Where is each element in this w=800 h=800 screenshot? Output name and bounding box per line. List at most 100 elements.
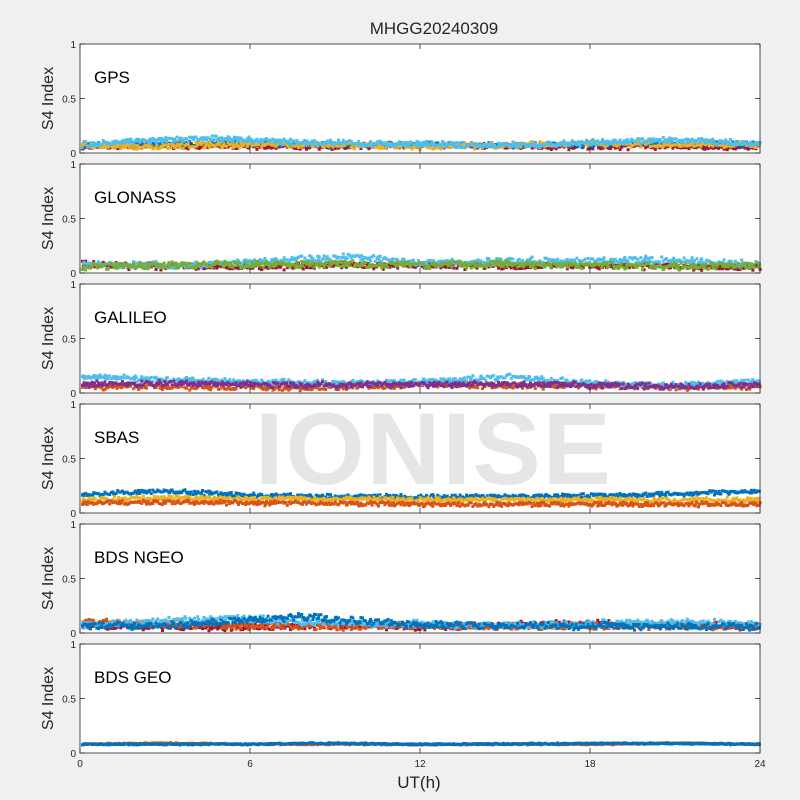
data-point [125, 263, 129, 267]
data-point [132, 376, 136, 379]
data-point [428, 140, 432, 144]
data-point [427, 378, 431, 382]
data-point [530, 140, 534, 143]
data-point [298, 266, 302, 270]
data-point [421, 264, 424, 268]
data-point [298, 147, 302, 151]
data-point [138, 264, 142, 268]
data-point [445, 261, 449, 265]
data-point [348, 260, 352, 264]
data-point [645, 264, 649, 268]
data-point [457, 145, 460, 149]
data-point [687, 140, 691, 144]
data-point [691, 259, 695, 263]
data-point [514, 143, 518, 146]
data-point [571, 266, 575, 270]
data-point [265, 146, 268, 150]
data-point [497, 263, 501, 267]
data-point [711, 137, 715, 141]
data-point [188, 261, 192, 265]
data-point [109, 143, 113, 147]
data-point [343, 146, 347, 150]
data-point [266, 146, 270, 150]
data-point [258, 140, 262, 144]
data-point [505, 146, 509, 150]
data-point [623, 139, 627, 143]
data-point [154, 146, 158, 149]
data-point [612, 138, 616, 142]
data-point [492, 143, 496, 147]
data-point [229, 261, 232, 265]
data-point [409, 265, 412, 269]
data-point [716, 142, 720, 146]
data-point [194, 260, 198, 264]
data-point [273, 257, 277, 261]
data-point [526, 258, 530, 262]
data-point [367, 383, 371, 387]
data-point [303, 139, 307, 142]
data-point [162, 261, 166, 265]
data-point [223, 139, 227, 143]
data-point [492, 263, 496, 267]
data-point [170, 143, 174, 146]
data-point [662, 142, 666, 146]
data-point [112, 375, 116, 379]
data-point [370, 144, 374, 148]
data-point [719, 264, 723, 268]
data-point [684, 259, 688, 263]
data-point [223, 265, 227, 269]
data-point [309, 266, 313, 270]
data-point [309, 263, 313, 267]
data-point [476, 143, 480, 147]
data-point [373, 259, 377, 263]
data-point [585, 261, 588, 265]
data-point [244, 143, 248, 147]
data-point [729, 138, 732, 141]
data-point [385, 143, 388, 147]
data-point [660, 255, 664, 259]
data-point [228, 142, 232, 146]
data-point [316, 144, 320, 148]
data-point [668, 264, 672, 268]
data-point [643, 257, 647, 261]
data-point [412, 259, 416, 263]
data-point [711, 264, 715, 268]
data-point [457, 141, 461, 145]
data-point [751, 264, 755, 268]
data-point [636, 137, 640, 141]
data-point [301, 264, 304, 268]
data-point [146, 145, 150, 149]
data-point [233, 139, 236, 143]
data-point [321, 257, 324, 261]
data-point [181, 139, 185, 143]
data-point [378, 254, 382, 258]
data-point [649, 142, 652, 146]
data-point [193, 265, 196, 269]
data-point [313, 265, 316, 269]
data-point [729, 266, 732, 270]
data-point [156, 146, 160, 150]
data-point [437, 146, 440, 150]
data-point [105, 140, 108, 144]
data-point [679, 146, 683, 150]
data-point [173, 137, 176, 141]
data-point [463, 261, 467, 264]
data-point [277, 138, 281, 142]
data-point [412, 265, 416, 269]
data-point [505, 144, 508, 147]
data-point [717, 264, 721, 267]
data-point [591, 140, 595, 144]
data-point [280, 261, 284, 265]
data-point [276, 144, 280, 148]
data-point [165, 387, 169, 390]
data-point [201, 262, 204, 266]
data-point [644, 254, 648, 258]
data-point [575, 140, 579, 144]
data-point [197, 138, 201, 142]
data-point [167, 136, 171, 140]
data-point [346, 261, 350, 265]
data-point [177, 266, 180, 270]
data-point [287, 139, 291, 143]
data-point [197, 267, 200, 271]
data-point [319, 145, 323, 149]
